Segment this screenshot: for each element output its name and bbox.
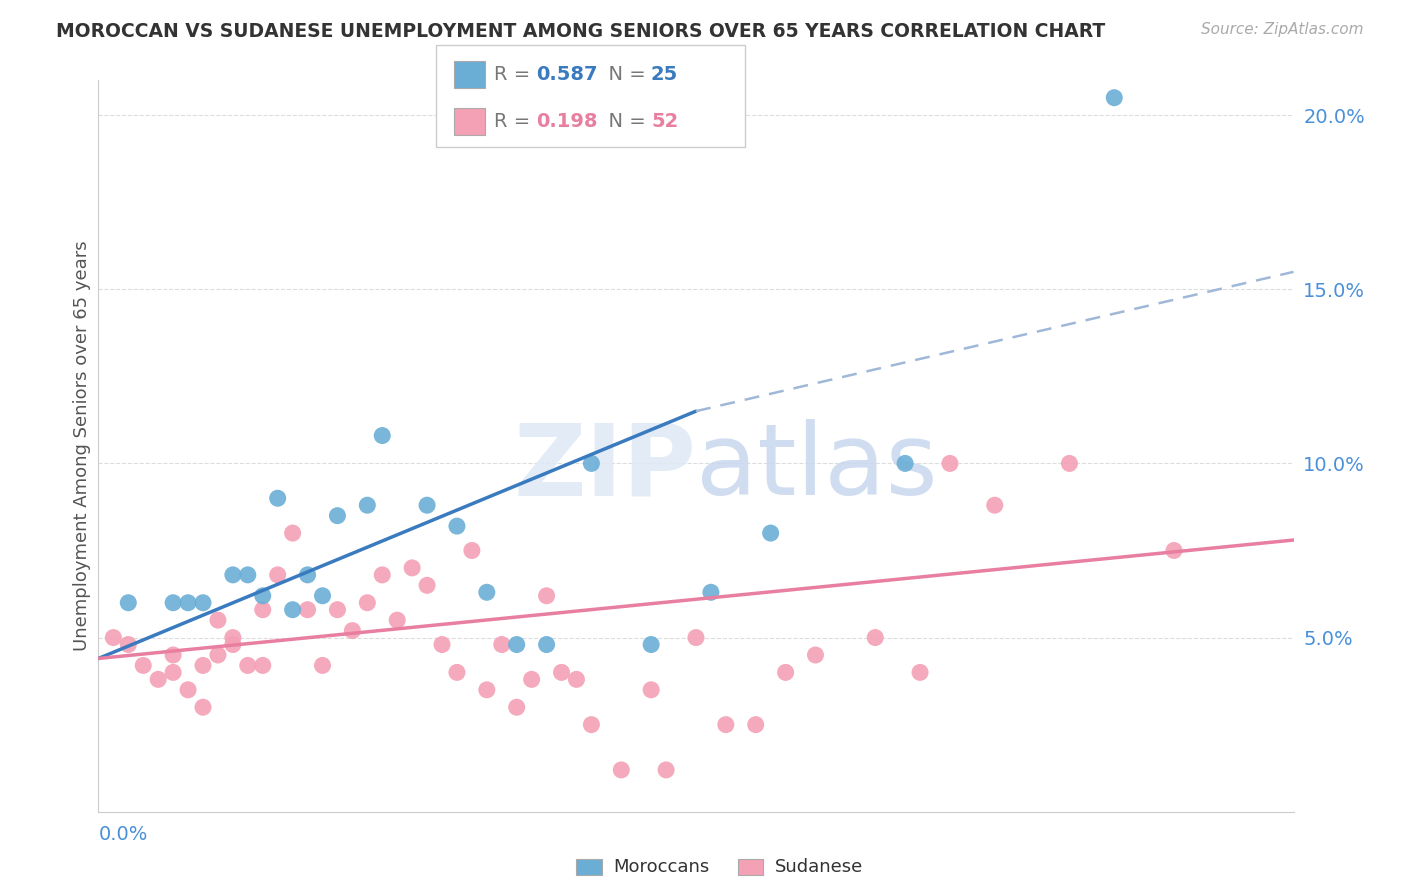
Point bbox=[1163, 543, 1185, 558]
Text: 0.587: 0.587 bbox=[536, 65, 598, 85]
Point bbox=[267, 567, 290, 582]
Text: 0.198: 0.198 bbox=[536, 112, 598, 131]
Text: 52: 52 bbox=[651, 112, 678, 131]
Point bbox=[222, 631, 245, 645]
Point bbox=[103, 631, 125, 645]
Point bbox=[775, 665, 797, 680]
Point bbox=[117, 638, 139, 652]
Point bbox=[191, 658, 214, 673]
Point bbox=[385, 613, 409, 627]
Point bbox=[326, 508, 349, 523]
Point bbox=[177, 682, 200, 697]
Point bbox=[148, 673, 170, 687]
Point bbox=[326, 603, 349, 617]
Point bbox=[222, 638, 245, 652]
Point bbox=[416, 578, 439, 592]
Point bbox=[117, 596, 139, 610]
Point bbox=[939, 457, 962, 471]
Point bbox=[745, 717, 768, 731]
Point bbox=[252, 589, 274, 603]
Point bbox=[446, 519, 468, 533]
Point bbox=[191, 596, 214, 610]
Point bbox=[281, 526, 304, 541]
Text: Source: ZipAtlas.com: Source: ZipAtlas.com bbox=[1201, 22, 1364, 37]
Point bbox=[759, 526, 782, 541]
Point bbox=[371, 567, 394, 582]
Text: ZIP: ZIP bbox=[513, 419, 696, 516]
Point bbox=[177, 596, 200, 610]
Point bbox=[581, 457, 603, 471]
Point bbox=[281, 603, 304, 617]
Point bbox=[371, 428, 394, 442]
Point bbox=[536, 638, 558, 652]
Point bbox=[700, 585, 723, 599]
Point bbox=[191, 700, 214, 714]
Point bbox=[640, 682, 662, 697]
Point bbox=[550, 665, 572, 680]
Point bbox=[640, 638, 662, 652]
Point bbox=[491, 638, 513, 652]
Point bbox=[610, 763, 633, 777]
Point bbox=[475, 585, 498, 599]
Point bbox=[356, 498, 378, 512]
Point bbox=[506, 638, 529, 652]
Point bbox=[908, 665, 931, 680]
Point bbox=[714, 717, 737, 731]
Point bbox=[356, 596, 378, 610]
Text: atlas: atlas bbox=[696, 419, 938, 516]
Point bbox=[162, 596, 184, 610]
Point bbox=[236, 567, 259, 582]
Point bbox=[311, 589, 333, 603]
Point bbox=[984, 498, 1007, 512]
Text: R =: R = bbox=[494, 112, 536, 131]
Point bbox=[894, 457, 917, 471]
Point bbox=[565, 673, 588, 687]
Point bbox=[475, 682, 498, 697]
Point bbox=[222, 567, 245, 582]
Point bbox=[685, 631, 707, 645]
Point bbox=[342, 624, 364, 638]
Text: N =: N = bbox=[596, 65, 652, 85]
Y-axis label: Unemployment Among Seniors over 65 years: Unemployment Among Seniors over 65 years bbox=[73, 241, 91, 651]
Point bbox=[430, 638, 453, 652]
Point bbox=[297, 603, 319, 617]
Point bbox=[520, 673, 543, 687]
Point bbox=[311, 658, 333, 673]
Point bbox=[804, 648, 827, 662]
Point bbox=[132, 658, 155, 673]
Point bbox=[162, 648, 184, 662]
Text: R =: R = bbox=[494, 65, 536, 85]
Point bbox=[536, 589, 558, 603]
Point bbox=[207, 613, 229, 627]
Point bbox=[1059, 457, 1081, 471]
Point bbox=[267, 491, 290, 506]
Text: 25: 25 bbox=[651, 65, 678, 85]
Point bbox=[416, 498, 439, 512]
Text: Sudanese: Sudanese bbox=[775, 858, 863, 876]
Point bbox=[162, 665, 184, 680]
Point bbox=[461, 543, 484, 558]
Point bbox=[236, 658, 259, 673]
Point bbox=[252, 658, 274, 673]
Point bbox=[506, 700, 529, 714]
Text: 0.0%: 0.0% bbox=[98, 825, 148, 844]
Point bbox=[655, 763, 678, 777]
Text: N =: N = bbox=[596, 112, 652, 131]
Point bbox=[446, 665, 468, 680]
Point bbox=[865, 631, 887, 645]
Point bbox=[207, 648, 229, 662]
Point bbox=[252, 603, 274, 617]
Text: Moroccans: Moroccans bbox=[613, 858, 709, 876]
Point bbox=[1104, 91, 1126, 105]
Point bbox=[581, 717, 603, 731]
Point bbox=[297, 567, 319, 582]
Point bbox=[401, 561, 423, 575]
Text: MOROCCAN VS SUDANESE UNEMPLOYMENT AMONG SENIORS OVER 65 YEARS CORRELATION CHART: MOROCCAN VS SUDANESE UNEMPLOYMENT AMONG … bbox=[56, 22, 1105, 41]
